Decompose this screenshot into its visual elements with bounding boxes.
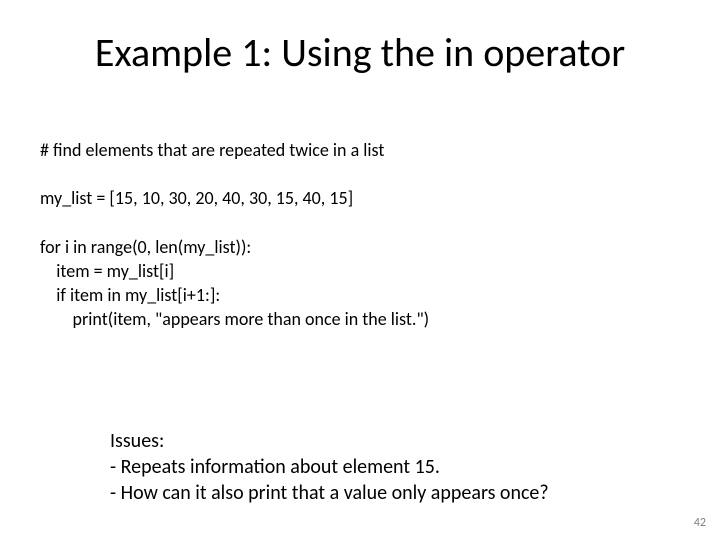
code-line-5: if item in my_list[i+1:]: [40, 283, 429, 307]
code-line-1: # find elements that are repeated twice … [40, 138, 429, 162]
code-gap-2 [40, 211, 429, 235]
issues-block: Issues: - Repeats information about elem… [110, 428, 549, 506]
code-line-2: my_list = [15, 10, 30, 20, 40, 30, 15, 4… [40, 186, 429, 210]
issues-heading: Issues: [110, 428, 549, 454]
slide: Example 1: Using the in operator # find … [0, 0, 720, 540]
page-number: 42 [694, 516, 706, 530]
code-line-3: for i in range(0, len(my_list)): [40, 235, 429, 259]
code-gap-1 [40, 162, 429, 186]
slide-title: Example 1: Using the in operator [0, 28, 720, 77]
code-line-4: item = my_list[i] [40, 259, 429, 283]
issues-item-2: - How can it also print that a value onl… [110, 480, 549, 506]
code-line-6: print(item, "appears more than once in t… [40, 307, 429, 331]
code-block: # find elements that are repeated twice … [40, 138, 429, 332]
issues-item-1: - Repeats information about element 15. [110, 454, 549, 480]
